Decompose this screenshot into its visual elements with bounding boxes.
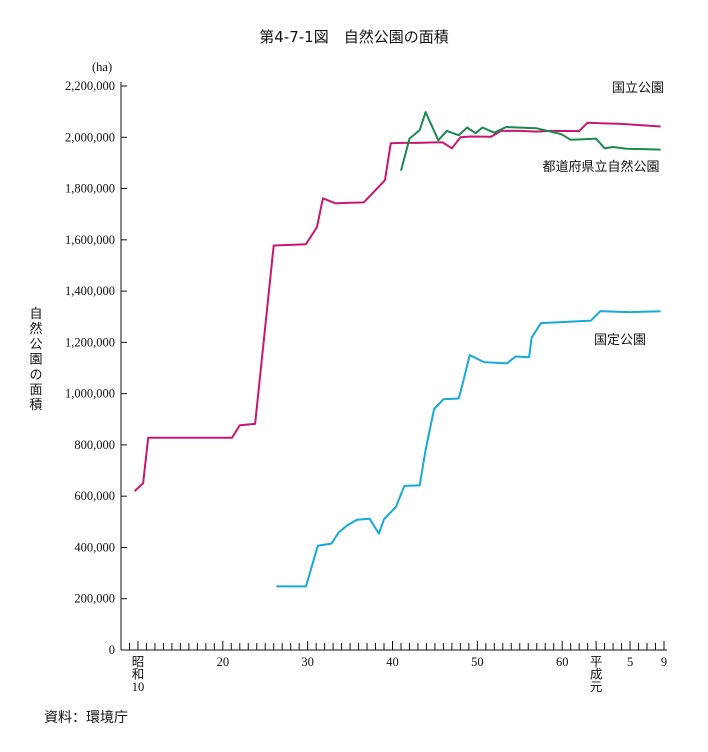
y-ticks: 0 200,000 400,000 600,000 800,000 1,000,000 1,… — [65, 79, 127, 657]
y-tick-label: 2,200,000 — [65, 79, 115, 93]
y-tick-label: 200,000 — [74, 592, 115, 606]
x-tick-label-line: 50 — [471, 655, 484, 669]
x-tick-label-line: 40 — [386, 655, 399, 669]
source-note: 資料：環境庁 — [44, 710, 128, 726]
x-tick-label-line: 30 — [301, 655, 314, 669]
series-label-todofukenritsu: 都道府県立自然公園 — [542, 159, 659, 175]
y-tick-label: 600,000 — [74, 489, 115, 503]
x-tick-label: 20 — [217, 655, 230, 669]
axes — [120, 82, 667, 651]
x-tick-label: 60 — [556, 655, 569, 669]
chart-title: 第4-7-1図 自然公園の面積 — [259, 28, 448, 46]
x-tick-label-line: 60 — [556, 655, 569, 669]
series-label-kokutei: 国定公園 — [594, 333, 646, 348]
y-tick-label: 0 — [109, 643, 115, 657]
x-tick-label-line: 昭 — [132, 655, 145, 669]
x-ticks: 昭和 10 20 30 40 50 60 平成元 5 9 — [120, 641, 667, 694]
x-tick-label-line: 元 — [590, 680, 603, 694]
y-tick-label: 1,600,000 — [65, 233, 115, 247]
x-tick-label-line: 成 — [590, 668, 603, 682]
x-tick-label-line: 平 — [590, 655, 603, 669]
x-tick-label-line: 20 — [217, 655, 230, 669]
y-tick-label: 1,200,000 — [65, 335, 115, 349]
y-axis-unit: (ha) — [92, 60, 112, 74]
x-tick-label: 平成元 — [590, 655, 603, 694]
x-tick-label-line: 和 — [132, 668, 145, 682]
y-tick-label: 1,000,000 — [65, 387, 115, 401]
y-tick-label: 800,000 — [74, 438, 115, 452]
y-axis-label-text: 自然公園の面積 — [29, 307, 42, 413]
y-tick-label: 400,000 — [74, 540, 115, 554]
x-tick-label: 30 — [301, 655, 314, 669]
x-tick-label: 5 — [627, 655, 633, 669]
x-tick-label-line: 10 — [132, 680, 145, 694]
x-tick-label-line: 9 — [661, 655, 667, 669]
x-tick-label: 昭和 10 — [132, 655, 145, 694]
series-lines — [133, 111, 661, 588]
x-tick-label-line: 5 — [627, 655, 633, 669]
series-line-kokuritsu — [133, 121, 661, 492]
series-label-kokuritsu: 国立公園 — [612, 81, 664, 96]
y-tick-label: 1,400,000 — [65, 284, 115, 298]
series-line-todofukenritsu — [400, 111, 661, 171]
series-line-kokutei — [276, 310, 661, 588]
x-tick-label: 9 — [661, 655, 667, 669]
x-tick-label: 40 — [386, 655, 399, 669]
y-tick-label: 1,800,000 — [65, 182, 115, 196]
x-tick-label: 50 — [471, 655, 484, 669]
y-tick-label: 2,000,000 — [65, 130, 115, 144]
y-axis-label: 自然公園の面積 — [29, 307, 42, 413]
